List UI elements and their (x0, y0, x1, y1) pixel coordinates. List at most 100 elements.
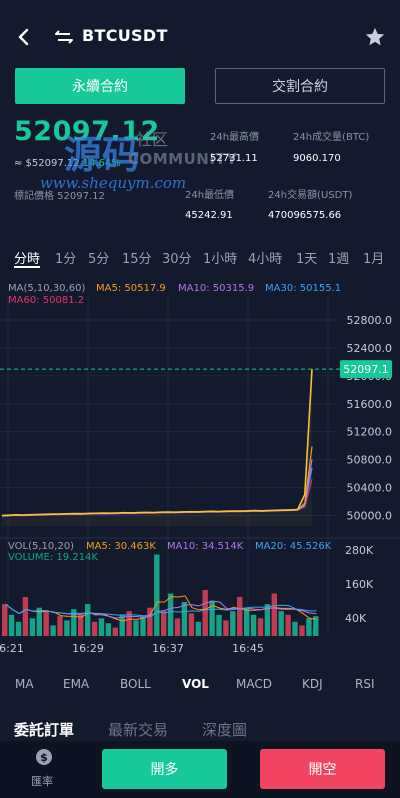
high-24h-value: 52731.11 (210, 153, 258, 164)
volume-bar (71, 609, 77, 636)
volume-bar (257, 618, 264, 636)
ma60-legend: MA60: 50081.2 (8, 295, 85, 306)
open-short-button[interactable]: 開空 (260, 749, 385, 789)
ma30-legend: MA30: 50155.1 (265, 283, 342, 294)
period-tab-1mo[interactable]: 1月 (363, 252, 385, 267)
volume-axis-label: 160K (345, 578, 374, 591)
ma30-line (1, 467, 313, 517)
vol-ma10-legend: MA10: 34.514K (167, 541, 244, 552)
volume-bar (181, 602, 188, 636)
period-tab-4h[interactable]: 4小時 (248, 252, 283, 267)
volume-bar (285, 614, 291, 637)
volume-bar (8, 614, 15, 637)
high-24h-label: 24h最高價 (210, 132, 260, 143)
volume-bar (271, 593, 277, 636)
volume-usdt-label: 24h交易額(USDT) (268, 190, 353, 201)
period-active-underline (14, 266, 40, 268)
volume-bar (188, 613, 195, 636)
back-arrow-icon[interactable] (14, 24, 36, 50)
volume-bar (105, 623, 112, 637)
current-price-tag (340, 360, 392, 379)
volume-bar (22, 597, 29, 636)
volume-bar (299, 625, 305, 636)
volume-bar (154, 554, 160, 636)
indicator-tab-ema[interactable]: EMA (63, 677, 90, 691)
last-price: 52097.12 (14, 116, 160, 147)
volume-bar (292, 621, 298, 636)
price-axis-label: 51600.0 (347, 398, 393, 411)
volume-usdt-value: 470096575.66 (268, 210, 342, 221)
approx-usd-price: ≈ $52097.12 (14, 158, 80, 169)
price-axis-label: 51200.0 (347, 426, 393, 439)
ma5-line (1, 446, 313, 517)
price-axis-label: 50800.0 (347, 454, 393, 467)
trading-pair-title[interactable]: BTCUSDT (82, 26, 168, 45)
price-area (2, 369, 312, 526)
period-tab-1w[interactable]: 1週 (328, 252, 350, 267)
volume-bar (36, 607, 42, 636)
exchange-rate-label[interactable]: 匯率 (31, 775, 53, 788)
tab-open-orders[interactable]: 委託訂單 (14, 721, 75, 739)
watermark-url: www.shequym.com (40, 174, 187, 192)
volume-bar (126, 611, 132, 636)
indicator-tab-ma[interactable]: MA (15, 677, 34, 691)
period-tab-15m[interactable]: 15分 (122, 252, 152, 267)
period-tab-timeline[interactable]: 分時 (14, 252, 41, 267)
indicator-tab-vol[interactable]: VOL (182, 677, 209, 691)
volume-bar (306, 618, 312, 636)
volume-bar (64, 620, 70, 636)
price-change-percent: 14.64% (82, 158, 121, 169)
volume-bar (29, 618, 36, 636)
volume-bar (112, 627, 118, 636)
price-line (1, 369, 313, 517)
period-tab-30m[interactable]: 30分 (162, 252, 192, 267)
volume-ma20-line (5, 603, 317, 617)
volume-bar (250, 614, 257, 637)
volume-bar (2, 604, 8, 636)
volume-btc-value: 9060.170 (293, 153, 341, 164)
volume-bar (209, 600, 215, 636)
swap-arrows-icon[interactable] (54, 28, 74, 46)
open-long-button[interactable]: 開多 (102, 749, 227, 789)
tab-delivery-contract[interactable]: 交割合約 (215, 68, 385, 104)
volume-bar (140, 616, 146, 636)
price-axis-label: 52800.0 (347, 314, 393, 327)
current-price-label: 52097.1 (343, 363, 389, 376)
period-tab-1m[interactable]: 1分 (55, 252, 77, 267)
favorite-star-icon[interactable] (364, 26, 386, 48)
low-24h-label: 24h最低價 (185, 190, 235, 201)
volume-bar (57, 616, 63, 636)
indicator-tab-macd[interactable]: MACD (236, 677, 272, 691)
tab-perpetual-contract[interactable]: 永續合約 (15, 68, 185, 104)
ma10-legend: MA10: 50315.9 (178, 283, 255, 294)
indicator-tab-boll[interactable]: BOLL (120, 677, 151, 691)
volume-bar (237, 597, 243, 636)
volume-bar (161, 611, 167, 636)
tab-latest-trades[interactable]: 最新交易 (108, 721, 169, 739)
volume-bar (119, 614, 125, 637)
watermark-logo-text: 源码 (64, 132, 141, 177)
volume-axis-label: 280K (345, 544, 374, 557)
watermark-community-text: COMMUNITY (128, 150, 238, 168)
price-chart[interactable]: 52800.052400.052000.051600.051200.050800… (0, 296, 400, 666)
price-axis-label: 50000.0 (347, 510, 393, 523)
indicator-tab-rsi[interactable]: RSI (355, 677, 375, 691)
volume-bar (15, 621, 22, 636)
time-axis-label: 16:21 (0, 642, 24, 655)
period-tab-5m[interactable]: 5分 (88, 252, 110, 267)
volume-legend: VOLUME: 19.214K (8, 552, 98, 563)
volume-bar (278, 611, 284, 636)
volume-bar (313, 616, 319, 636)
volume-bar (223, 620, 229, 636)
indicator-tab-kdj[interactable]: KDJ (302, 677, 323, 691)
price-axis-label: 52400.0 (347, 342, 393, 355)
volume-bar (43, 611, 49, 636)
period-tab-1d[interactable]: 1天 (296, 252, 318, 267)
exchange-rate-icon[interactable]: $ (36, 749, 52, 765)
volume-bar (195, 621, 201, 636)
volume-bar (91, 621, 98, 636)
volume-bar (98, 618, 105, 636)
tab-depth-chart[interactable]: 深度圖 (202, 721, 248, 739)
volume-bar (85, 604, 91, 636)
period-tab-1h[interactable]: 1小時 (203, 252, 238, 267)
